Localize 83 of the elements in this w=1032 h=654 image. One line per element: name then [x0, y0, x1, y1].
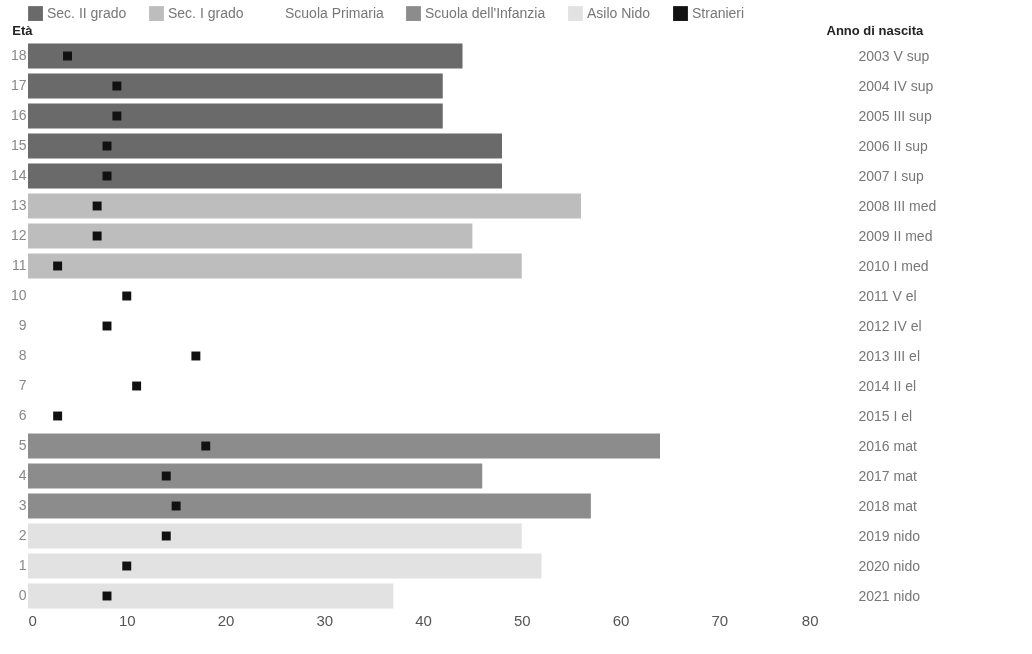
- y-tick-label: 12: [10, 227, 27, 243]
- x-tick-label: 80: [801, 611, 819, 629]
- y2-tick-label: 2018 mat: [858, 497, 917, 514]
- point: [171, 501, 181, 511]
- bar: [28, 493, 591, 519]
- point: [53, 261, 63, 271]
- x-tick-label: 70: [711, 611, 729, 629]
- y-tick-label: 7: [18, 377, 27, 393]
- y2-tick-label: 2009 II med: [858, 227, 933, 244]
- y2-tick-label: 2003 V sup: [858, 47, 930, 64]
- x-tick-label: 50: [513, 611, 531, 629]
- bar: [28, 253, 522, 279]
- point: [122, 561, 132, 571]
- y-tick-label: 13: [10, 197, 27, 213]
- y2-tick-label: 2015 I el: [858, 407, 913, 424]
- point: [161, 531, 171, 541]
- point: [53, 411, 63, 421]
- y2-tick-label: 2012 IV el: [858, 317, 922, 334]
- legend-label: Scuola dell'Infanzia: [425, 4, 546, 21]
- bar: [28, 553, 542, 579]
- y2-tick-label: 2017 mat: [858, 467, 917, 484]
- point: [122, 291, 132, 301]
- y2-tick-label: 2014 II el: [858, 377, 917, 394]
- y-tick-label: 5: [18, 437, 27, 453]
- y2-tick-label: 2004 IV sup: [858, 77, 934, 94]
- bar: [28, 583, 394, 609]
- y2-tick-label: 2007 I sup: [858, 167, 925, 184]
- y-axis-title: Età: [12, 22, 34, 38]
- bar: [28, 133, 502, 159]
- y2-tick-label: 2020 nido: [858, 557, 921, 574]
- y-tick-label: 18: [10, 47, 27, 63]
- x-tick-label: 10: [118, 611, 136, 629]
- y-tick-label: 2: [18, 527, 27, 543]
- y-tick-label: 3: [18, 497, 27, 513]
- point: [201, 441, 211, 451]
- bar: [28, 43, 463, 69]
- legend-label: Asilo Nido: [587, 4, 651, 21]
- bar: [28, 73, 443, 99]
- y2-tick-label: 2006 II sup: [858, 137, 928, 154]
- y-tick-label: 14: [10, 167, 27, 183]
- legend-label: Stranieri: [692, 4, 745, 21]
- y-tick-label: 9: [18, 317, 27, 333]
- point: [63, 51, 72, 61]
- x-tick-label: 40: [415, 611, 432, 629]
- y-tick-label: 8: [18, 347, 27, 363]
- bar: [28, 463, 483, 489]
- y-tick-label: 4: [18, 467, 27, 483]
- bar: [28, 193, 581, 219]
- y-tick-label: 17: [10, 77, 27, 93]
- point: [92, 231, 102, 241]
- point: [112, 111, 122, 121]
- y2-tick-label: 2008 III med: [858, 197, 937, 214]
- y-tick-label: 10: [10, 287, 27, 303]
- point: [191, 351, 201, 361]
- y2-tick-label: 2019 nido: [858, 527, 921, 544]
- y-tick-label: 0: [18, 587, 27, 603]
- y-tick-label: 1: [18, 557, 27, 573]
- point: [161, 471, 171, 481]
- bar: [28, 433, 660, 459]
- text: Scuola Primaria: [285, 4, 385, 21]
- y2-tick-label: 2010 I med: [858, 257, 929, 274]
- y2-tick-label: 2013 III el: [858, 347, 920, 364]
- y2-tick-label: 2005 III sup: [858, 107, 932, 124]
- legend-label: Sec. I grado: [168, 4, 244, 21]
- point: [112, 81, 122, 91]
- y2-axis-title: Anno di nascita: [826, 22, 925, 38]
- y2-tick-label: 2021 nido: [858, 587, 921, 604]
- y2-tick-label: 2016 mat: [858, 437, 917, 454]
- x-tick-label: 60: [612, 611, 630, 629]
- y-tick-label: 11: [11, 257, 27, 273]
- bar: [28, 523, 522, 549]
- point: [132, 381, 142, 391]
- y-tick-label: 6: [18, 407, 27, 423]
- y-tick-label: 15: [10, 137, 27, 153]
- bar: [28, 223, 473, 249]
- bar: [28, 103, 443, 129]
- y-tick-label: 16: [10, 107, 27, 123]
- point: [92, 201, 102, 211]
- bar: [28, 163, 502, 189]
- x-tick-label: 30: [316, 611, 334, 629]
- x-tick-label: 20: [217, 611, 235, 629]
- legend-label: Sec. II grado: [47, 4, 127, 21]
- y2-tick-label: 2011 V el: [858, 287, 917, 304]
